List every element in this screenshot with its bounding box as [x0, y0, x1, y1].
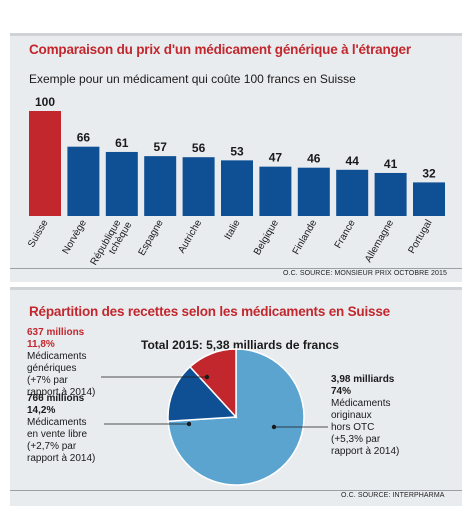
leader-dot	[271, 424, 277, 430]
pie-label-vente-libre: 766 millions 14,2% Médicaments en vente …	[27, 393, 95, 465]
bar	[259, 166, 292, 216]
category-tick-label: Norvège	[61, 218, 90, 257]
pie-slice	[167, 365, 238, 423]
slice-desc: rapport à 2014)	[331, 446, 400, 457]
bar	[297, 167, 330, 216]
bar	[29, 111, 61, 216]
bar-value-label: 66	[77, 131, 91, 145]
bar-value-label: 57	[154, 140, 168, 154]
bar	[413, 182, 445, 216]
slice-desc: rapport à 2014)	[27, 387, 96, 398]
pie-chart-source: O.C. SOURCE: INTERPHARMA	[341, 492, 445, 499]
category-tick-label: Italie	[223, 218, 243, 242]
bar-value-label: 46	[307, 152, 321, 166]
slice-desc: (+7% par	[27, 375, 68, 386]
category-tick-label: Finlande	[291, 218, 320, 257]
bar	[67, 146, 100, 216]
slice-desc: originaux	[331, 410, 372, 421]
bar	[336, 169, 369, 216]
slice-desc: Médicaments	[331, 398, 391, 409]
pie-slice	[189, 348, 237, 419]
category-tick-label: Autriche	[176, 218, 204, 256]
leader-dot	[186, 421, 192, 427]
slice-desc: (+5,3% par	[331, 434, 381, 445]
category-tick-label: Suisse	[26, 218, 51, 250]
slice-desc: en vente libre	[27, 429, 88, 440]
panel-top-rule	[10, 33, 462, 36]
pie-chart-total: Total 2015: 5,38 milliards de francs	[141, 338, 339, 352]
slice-percent: 14,2%	[27, 405, 56, 416]
bar	[374, 172, 407, 216]
bar-value-label: 41	[384, 157, 398, 171]
slice-desc: génériques	[27, 363, 77, 374]
pie-chart-title: Répartition des recettes selon les médic…	[29, 304, 390, 319]
leader-dot	[204, 374, 210, 380]
category-tick-label: Espagne	[137, 218, 166, 258]
slice-desc: rapport à 2014)	[27, 453, 96, 464]
bar-chart-title: Comparaison du prix d'un médicament géné…	[29, 42, 411, 57]
bar	[105, 151, 138, 216]
slice-percent: 74%	[331, 386, 352, 397]
bar-chart-source: O.C. SOURCE: MONSIEUR PRIX OCTOBRE 2015	[283, 270, 448, 277]
bar-value-label: 32	[422, 166, 436, 180]
slice-desc: Médicaments	[27, 351, 87, 362]
slice-percent: 11,8%	[27, 339, 55, 350]
pie-chart-footer-rule	[10, 490, 462, 491]
pie-label-generiques: 637 millions 11,8% Médicaments générique…	[27, 327, 95, 399]
category-tick-label: Allemagne	[363, 218, 396, 265]
bar-value-label: 56	[192, 141, 206, 155]
slice-amount: 3,98 milliards	[331, 374, 395, 385]
bar	[182, 157, 215, 216]
bar-chart-footer-rule	[10, 268, 462, 269]
slice-desc: Médicaments	[27, 417, 87, 428]
bar-value-label: 100	[35, 95, 55, 109]
category-tick-label: Portugal	[406, 218, 434, 256]
pie-label-originaux: 3,98 milliards 74% Médicaments originaux…	[331, 374, 399, 458]
bar-value-label: 47	[269, 151, 283, 165]
slice-amount: 637 millions	[27, 327, 85, 338]
slice-desc: (+2,7% par	[27, 441, 77, 452]
slice-desc: hors OTC	[331, 422, 375, 433]
category-tick-label: France	[333, 218, 358, 251]
bar	[144, 156, 177, 216]
panel-top-rule	[10, 287, 462, 290]
category-tick-label: Belgique	[252, 218, 281, 258]
slice-amount: 766 millions	[27, 393, 85, 404]
bar	[221, 160, 253, 216]
bar-value-label: 61	[115, 136, 129, 150]
bar-value-label: 53	[230, 144, 244, 158]
bar-value-label: 44	[346, 154, 360, 168]
bar-chart-subtitle: Exemple pour un médicament qui coûte 100…	[29, 72, 356, 86]
